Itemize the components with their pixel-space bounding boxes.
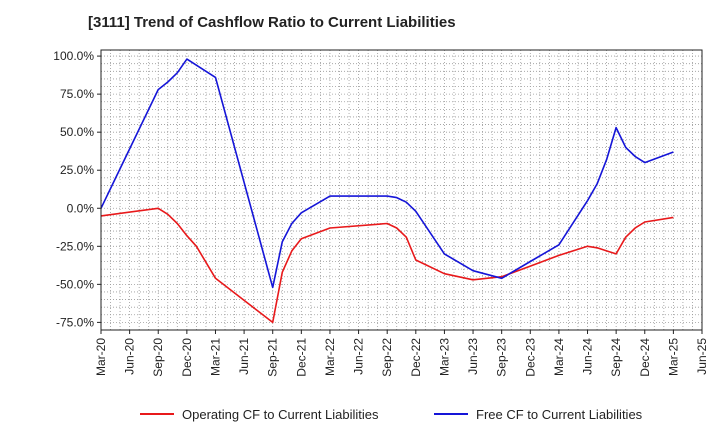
x-tick-label: Jun-22 <box>352 338 366 375</box>
x-tick-label: Mar-22 <box>323 338 337 376</box>
x-tick-label: Sep-22 <box>380 338 394 377</box>
series-lines <box>100 58 674 324</box>
legend: Operating CF to Current Liabilities Free … <box>140 407 643 422</box>
x-tick-label: Sep-20 <box>151 338 165 377</box>
y-tick-label: 50.0% <box>60 125 94 139</box>
x-tick-label: Dec-22 <box>409 338 423 377</box>
x-axis-ticks: Mar-20 Jun-20 Sep-20 Dec-20 Mar-21 Jun-21 Sep-… <box>94 330 709 377</box>
x-tick-label: Jun-25 <box>695 338 709 375</box>
grid-lines <box>101 50 702 330</box>
y-tick-label: -75.0% <box>56 315 94 329</box>
legend-label-2: Free CF to Current Liabilities <box>476 407 643 422</box>
x-tick-label: Mar-24 <box>552 338 566 376</box>
y-tick-label: 0.0% <box>67 201 95 215</box>
x-tick-label: Mar-21 <box>208 338 222 376</box>
x-tick-label: Jun-21 <box>237 338 251 375</box>
x-tick-label: Jun-20 <box>123 338 137 375</box>
series-line-2 <box>100 58 674 289</box>
x-tick-label: Dec-24 <box>638 338 652 377</box>
x-tick-label: Dec-21 <box>294 338 308 377</box>
y-tick-label: 25.0% <box>60 163 94 177</box>
series-line-1 <box>100 207 674 324</box>
x-tick-label: Mar-25 <box>666 338 680 376</box>
plot-frame <box>100 49 703 331</box>
y-tick-label: -25.0% <box>56 239 94 253</box>
y-tick-label: -50.0% <box>56 277 94 291</box>
chart-title: [3111] Trend of Cashflow Ratio to Curren… <box>88 14 456 31</box>
y-tick-label: 75.0% <box>60 87 94 101</box>
y-axis-ticks: 100.0% 75.0% 50.0% 25.0% 0.0% -25.0% -50.0% -75… <box>53 49 101 329</box>
x-tick-label: Mar-23 <box>437 338 451 376</box>
x-tick-label: Dec-20 <box>180 338 194 377</box>
x-tick-label: Sep-21 <box>266 338 280 377</box>
y-tick-label: 100.0% <box>53 49 94 63</box>
x-tick-label: Sep-23 <box>495 338 509 377</box>
x-tick-label: Dec-23 <box>523 338 537 377</box>
x-tick-label: Mar-20 <box>94 338 108 376</box>
legend-label-1: Operating CF to Current Liabilities <box>182 407 379 422</box>
x-tick-label: Jun-23 <box>466 338 480 375</box>
x-tick-label: Jun-24 <box>581 338 595 375</box>
x-tick-label: Sep-24 <box>609 338 623 377</box>
